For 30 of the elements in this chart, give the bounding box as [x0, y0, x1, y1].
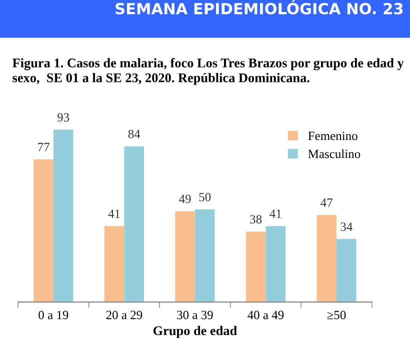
x-tick-label: 0 a 19 — [38, 310, 68, 320]
data-label: 38 — [250, 215, 262, 224]
data-label: 34 — [340, 222, 352, 231]
data-label: 47 — [320, 198, 332, 207]
bar — [336, 239, 356, 302]
data-label: 49 — [179, 194, 191, 204]
bar — [124, 146, 144, 302]
data-label: 41 — [270, 210, 282, 218]
data-label: 50 — [199, 192, 211, 202]
x-tick-label: 40 a 49 — [248, 310, 284, 320]
x-axis-title: Grupo de edad — [153, 326, 237, 338]
data-label: 84 — [128, 130, 140, 138]
bar — [246, 232, 266, 302]
data-label: 77 — [38, 142, 50, 152]
data-label: 93 — [57, 113, 70, 122]
bar — [175, 211, 195, 302]
x-tick-label: 20 a 29 — [106, 310, 142, 320]
bar — [194, 209, 215, 302]
legend-label: Femenino — [308, 132, 358, 140]
text: SEMANA EPIDEMIOLÓGICA NO. 23 — [116, 0, 403, 14]
legend-label: Masculino — [308, 149, 360, 158]
chart-title: Figura 1. Casos de malaria, foco Los Tres Brazos por grupo de edad y sexo, SE 01 a la SE 23, 2020. República Dominicana. — [12, 58, 404, 85]
data-label: 41 — [108, 210, 120, 218]
x-tick-label: 30 a 39 — [177, 310, 213, 320]
bar — [316, 214, 336, 302]
bar — [104, 226, 124, 302]
bar — [266, 226, 286, 302]
bar — [53, 130, 74, 302]
x-tick-label: ≥50 — [327, 310, 346, 320]
bar — [34, 159, 54, 302]
